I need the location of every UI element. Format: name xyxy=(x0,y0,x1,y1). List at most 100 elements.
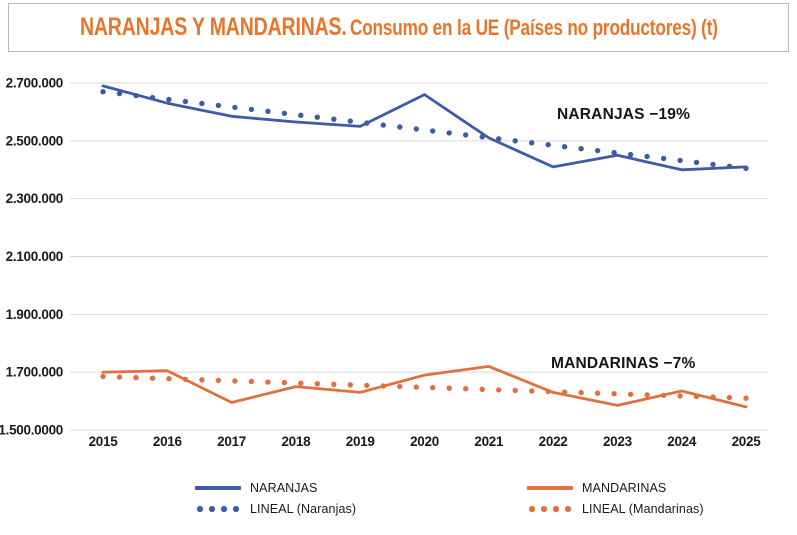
trend-dot-lineal-naranjas- xyxy=(611,149,617,156)
trend-dot-lineal-mandarinas- xyxy=(347,382,353,388)
legend-item-lineal-naranjas: LINEAL (Naranjas) xyxy=(195,501,445,517)
trend-dot-lineal-mandarinas- xyxy=(529,388,535,394)
trend-dot-lineal-naranjas- xyxy=(380,122,386,128)
y-axis-tick-label: 2.100.000 xyxy=(6,249,63,264)
chart-title-main: NARANJAS Y MANDARINAS. xyxy=(79,13,347,41)
x-axis-tick-label: 2025 xyxy=(732,434,762,449)
x-axis-tick-label: 2021 xyxy=(474,434,504,449)
trend-dot-lineal-naranjas- xyxy=(314,114,320,120)
trend-dot-lineal-naranjas- xyxy=(133,92,139,99)
trend-dot-lineal-mandarinas- xyxy=(166,376,172,382)
legend-item-naranjas: NARANJAS xyxy=(195,480,445,496)
x-axis-tick-label: 2016 xyxy=(153,434,183,449)
legend-item-mandarinas: MANDARINAS xyxy=(527,480,777,496)
trend-dot-lineal-mandarinas- xyxy=(710,394,716,400)
legend-label: MANDARINAS xyxy=(582,481,667,495)
trend-dot-lineal-mandarinas- xyxy=(479,386,485,392)
chart-title: NARANJAS Y MANDARINAS. Consumo en la UE … xyxy=(80,13,718,42)
trend-dot-lineal-mandarinas- xyxy=(265,379,271,385)
trend-dot-lineal-mandarinas- xyxy=(611,391,617,397)
trend-dot-lineal-mandarinas- xyxy=(116,374,123,380)
trend-dot-lineal-mandarinas- xyxy=(413,384,419,390)
annotation-naranjas-change: NARANJAS −19% xyxy=(557,106,691,123)
trend-dot-lineal-mandarinas- xyxy=(100,373,106,380)
trend-dot-lineal-naranjas- xyxy=(578,146,584,152)
trend-dot-lineal-naranjas- xyxy=(660,155,667,162)
trend-dot-lineal-mandarinas- xyxy=(397,383,403,390)
y-axis-tick-label: 1.500.0000 xyxy=(0,423,63,438)
trend-dot-lineal-naranjas- xyxy=(710,161,716,168)
trend-dot-lineal-naranjas- xyxy=(232,104,238,111)
x-axis-tick-label: 2017 xyxy=(217,434,246,449)
y-axis-tick-label: 2.300.000 xyxy=(6,191,63,206)
trend-dot-lineal-naranjas- xyxy=(364,120,370,126)
trend-dot-lineal-naranjas- xyxy=(479,134,485,140)
chart-title-subtitle: Consumo en la UE (Países no productores)… xyxy=(349,15,718,40)
trend-dot-lineal-mandarinas- xyxy=(496,387,502,393)
trend-dot-lineal-mandarinas- xyxy=(248,378,255,385)
trend-dot-lineal-naranjas- xyxy=(265,108,271,115)
trend-dot-lineal-mandarinas- xyxy=(182,376,189,382)
trend-dot-lineal-naranjas- xyxy=(545,142,551,148)
trend-dot-lineal-mandarinas- xyxy=(545,388,551,395)
legend-label: LINEAL (Naranjas) xyxy=(250,502,357,516)
trend-dot-lineal-mandarinas- xyxy=(561,389,568,395)
trend-dot-lineal-naranjas- xyxy=(248,106,255,113)
legend-column-right: MANDARINAS LINEAL (Mandarinas) xyxy=(527,480,777,517)
trend-dot-lineal-naranjas- xyxy=(166,96,172,103)
legend-label: LINEAL (Mandarinas) xyxy=(582,502,704,516)
series-line-naranjas xyxy=(101,84,748,172)
y-axis-tick-label: 1.700.000 xyxy=(6,365,63,380)
trend-dot-lineal-naranjas- xyxy=(561,144,568,150)
trend-dot-lineal-naranjas- xyxy=(281,110,288,117)
trend-dot-lineal-mandarinas- xyxy=(133,374,139,381)
legend-item-lineal-mandarinas: LINEAL (Mandarinas) xyxy=(527,501,777,517)
trend-dot-lineal-naranjas- xyxy=(512,138,518,144)
trend-dot-lineal-mandarinas- xyxy=(594,390,601,396)
trend-dot-lineal-naranjas- xyxy=(413,126,419,132)
trend-dot-lineal-naranjas- xyxy=(496,136,502,142)
annotation-mandarinas-change: MANDARINAS −7% xyxy=(551,355,696,372)
trend-dot-lineal-mandarinas- xyxy=(364,382,370,389)
x-axis-tick-label: 2015 xyxy=(89,434,119,449)
trend-dot-lineal-naranjas- xyxy=(331,116,337,122)
trend-dot-lineal-mandarinas- xyxy=(331,381,337,387)
legend-label: NARANJAS xyxy=(250,481,318,495)
trend-dot-lineal-naranjas- xyxy=(397,124,403,130)
y-axis-tick-label: 1.900.000 xyxy=(6,307,63,322)
trend-dot-lineal-naranjas- xyxy=(182,98,189,105)
trend-dot-lineal-mandarinas- xyxy=(726,394,733,401)
trend-dot-lineal-naranjas- xyxy=(644,153,650,160)
trend-dot-lineal-naranjas- xyxy=(149,94,156,101)
trend-dot-lineal-mandarinas- xyxy=(677,393,683,399)
chart-legend: NARANJAS LINEAL (Naranjas) MANDARINAS LI… xyxy=(195,480,777,517)
trend-dot-lineal-mandarinas- xyxy=(215,377,222,384)
trend-dot-lineal-naranjas- xyxy=(726,163,733,169)
x-axis-tick-label: 2018 xyxy=(281,434,311,449)
y-axis-tick-label: 2.500.000 xyxy=(6,133,63,148)
trend-dot-lineal-mandarinas- xyxy=(430,384,436,391)
x-axis-tick-label: 2019 xyxy=(346,434,375,449)
trend-dot-lineal-naranjas- xyxy=(347,118,353,124)
trend-dot-lineal-mandarinas- xyxy=(149,375,156,381)
y-axis-tick-label: 2.700.000 xyxy=(6,76,63,91)
trend-dot-lineal-mandarinas- xyxy=(298,380,304,386)
naranjas-line-swatch-icon xyxy=(195,485,241,491)
chart-title-box: NARANJAS Y MANDARINAS. Consumo en la UE … xyxy=(8,3,789,52)
trend-dot-lineal-naranjas- xyxy=(298,112,304,119)
trend-dot-lineal-mandarinas- xyxy=(512,387,518,394)
series-line-mandarinas xyxy=(101,365,748,409)
trend-dot-lineal-mandarinas- xyxy=(693,393,700,400)
trend-dot-lineal-naranjas- xyxy=(100,89,106,95)
trend-dot-lineal-naranjas- xyxy=(594,147,601,154)
trend-dot-lineal-mandarinas- xyxy=(199,377,205,383)
legend-column-left: NARANJAS LINEAL (Naranjas) xyxy=(195,480,445,517)
trend-dot-lineal-naranjas- xyxy=(627,151,634,158)
trend-dot-lineal-mandarinas- xyxy=(578,389,584,396)
trend-dot-lineal-naranjas- xyxy=(677,157,683,164)
mandarinas-line-swatch-icon xyxy=(527,485,573,491)
trend-dot-lineal-mandarinas- xyxy=(232,378,238,384)
trend-dot-lineal-mandarinas- xyxy=(743,395,749,401)
